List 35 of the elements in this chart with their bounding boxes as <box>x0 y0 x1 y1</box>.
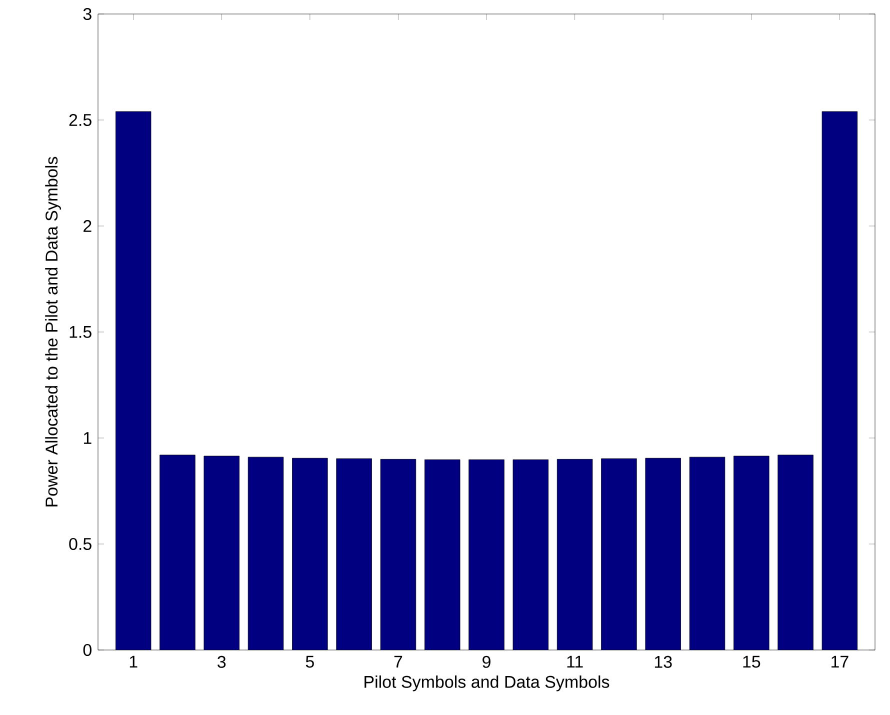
bar <box>424 460 460 650</box>
x-tick-label: 15 <box>743 656 760 668</box>
bar <box>645 458 681 650</box>
y-axis-title: Power Allocated to the Pilot and Data Symbols <box>45 156 61 506</box>
y-tick-label: 1.5 <box>70 326 92 338</box>
x-tick-label: 17 <box>832 656 848 668</box>
bar <box>734 456 770 650</box>
x-tick-label: 7 <box>394 656 402 668</box>
bar <box>248 457 284 650</box>
bar <box>292 458 328 650</box>
y-tick-label: 3 <box>83 8 92 20</box>
x-tick-label: 9 <box>482 656 490 668</box>
bar <box>601 458 637 650</box>
x-tick-label: 13 <box>654 656 672 668</box>
bar <box>690 457 725 650</box>
bar <box>512 460 548 650</box>
bar <box>116 112 151 650</box>
bar <box>822 111 858 650</box>
bar <box>160 454 196 650</box>
bar <box>204 456 240 650</box>
bar <box>557 459 592 650</box>
y-tick-label: 2.5 <box>69 114 92 126</box>
x-tick-label: 1 <box>130 656 138 668</box>
bar <box>380 459 416 650</box>
y-tick-label: 2 <box>84 220 92 232</box>
x-tick-label: 11 <box>567 656 583 668</box>
y-tick-label: 1 <box>84 432 92 444</box>
x-axis-title: Pilot Symbols and Data Symbols <box>364 675 610 692</box>
x-tick-label: 5 <box>306 656 314 668</box>
bar <box>336 458 372 650</box>
bar <box>468 460 504 650</box>
x-tick-label: 3 <box>218 656 226 668</box>
bar <box>778 454 814 650</box>
y-tick-label: 0.5 <box>69 538 92 550</box>
y-tick-label: 0 <box>83 644 92 656</box>
